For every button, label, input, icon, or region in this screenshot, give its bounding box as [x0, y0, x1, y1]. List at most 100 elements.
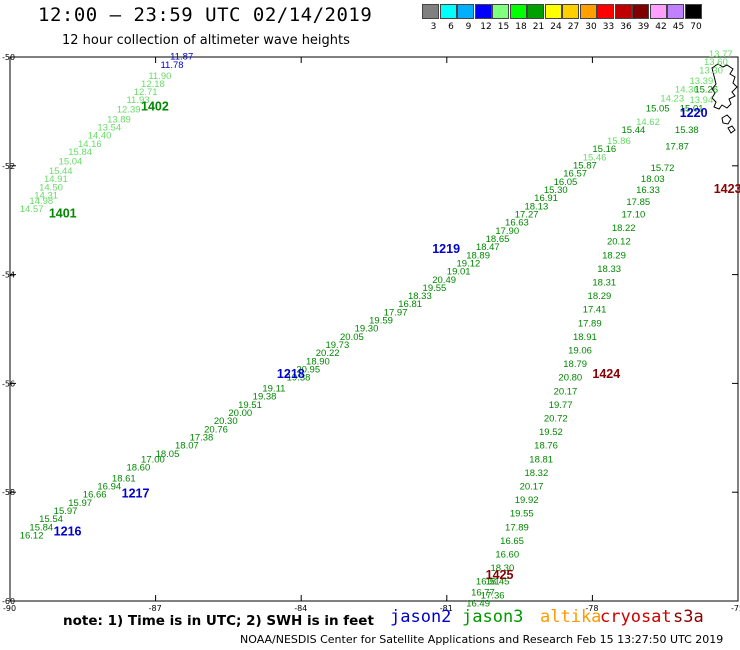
- swh-value: 19.73: [325, 340, 349, 351]
- pass-label: 1423: [714, 182, 740, 196]
- plot-frame: [9, 56, 739, 602]
- swh-value: 18.33: [597, 264, 621, 275]
- color-scale-label: 3: [430, 22, 437, 32]
- color-scale-label: 30: [585, 22, 597, 32]
- color-scale-swatch: [439, 4, 457, 19]
- x-tick-label: -87: [149, 604, 162, 613]
- x-tick-label: -81: [440, 604, 453, 613]
- swh-value: 18.03: [641, 174, 665, 185]
- swh-value: 15.04: [59, 157, 83, 168]
- swh-value: 17.89: [505, 522, 529, 533]
- swh-value: 18.45: [486, 577, 510, 588]
- swh-value: 20.76: [204, 424, 228, 435]
- swh-value: 18.61: [112, 473, 136, 484]
- swh-value: 14.36: [675, 84, 699, 95]
- color-scale-swatch: [544, 4, 562, 19]
- swh-value: 15.87: [573, 161, 597, 172]
- swh-value: 16.65: [500, 536, 524, 547]
- swh-value: 13.39: [689, 76, 713, 87]
- color-scale-swatch: [667, 4, 684, 19]
- pass-label: 1218: [277, 367, 305, 381]
- swh-value: 11.93: [126, 95, 149, 106]
- color-scale-swatch: [509, 4, 527, 19]
- swh-value: 17.89: [578, 318, 602, 329]
- color-scale-label: 12: [480, 22, 492, 32]
- color-scale-swatch: [474, 4, 492, 19]
- swh-value: 12.39: [117, 104, 141, 115]
- swh-value: 18.32: [524, 468, 548, 479]
- color-scale-label: 6: [448, 22, 454, 32]
- swh-value: 16.60: [495, 549, 519, 560]
- swh-value: 16.77: [471, 588, 495, 599]
- pass-label: 1220: [680, 106, 708, 120]
- swh-value: 20.17: [554, 386, 578, 397]
- swh-value: 17.36: [481, 590, 505, 601]
- color-scale-label: 39: [637, 22, 650, 32]
- swh-value: 19.06: [568, 345, 592, 356]
- swh-value: 11.90: [148, 71, 171, 82]
- swh-value: 15.38: [675, 125, 699, 136]
- swh-value: 18.22: [612, 223, 636, 234]
- swh-value: 18.90: [306, 356, 330, 367]
- color-scale-label: 33: [602, 22, 615, 32]
- swh-value: 17.10: [622, 209, 646, 220]
- y-tick-label: -56: [2, 379, 15, 388]
- swh-value: 18.07: [175, 441, 199, 452]
- swh-value: 19.52: [539, 427, 563, 438]
- swh-value: 14.98: [29, 196, 53, 207]
- color-scale-label: 9: [465, 22, 472, 32]
- color-scale-label: 15: [497, 22, 510, 32]
- swh-value: 16.51: [476, 577, 500, 588]
- swh-value: 16.12: [20, 530, 44, 541]
- swh-value: 18.76: [534, 441, 558, 452]
- swh-value: 14.50: [39, 182, 63, 193]
- pass-label: 1401: [49, 206, 77, 220]
- swh-value: 15.44: [622, 125, 646, 136]
- swh-value: 13.89: [107, 114, 131, 125]
- swh-value: 16.81: [398, 299, 422, 310]
- swh-value: 18.05: [156, 449, 180, 460]
- swh-value: 19.55: [510, 509, 534, 520]
- swh-value: 20.00: [228, 408, 252, 419]
- swh-value: 18.29: [602, 250, 626, 261]
- y-tick-label: -54: [2, 271, 15, 280]
- x-tick-label: -84: [294, 604, 307, 613]
- color-scale-label: 27: [567, 22, 580, 32]
- y-tick-label: -50: [2, 53, 15, 62]
- swh-value: 15.84: [29, 522, 53, 533]
- swh-value: 19.38: [287, 373, 311, 384]
- color-scale-label: 70: [690, 22, 702, 32]
- swh-value: 16.33: [636, 185, 660, 196]
- color-scale-label: 36: [620, 22, 632, 32]
- swh-value: 17.00: [141, 454, 165, 465]
- swh-value: 15.44: [49, 166, 73, 177]
- swh-value: 15.30: [544, 185, 568, 196]
- swh-value: 15.46: [583, 152, 607, 163]
- pass-label: 1216: [54, 525, 82, 539]
- swh-value: 11.78: [160, 60, 183, 71]
- color-scale-swatch: [527, 4, 544, 19]
- swh-value: 11.87: [170, 52, 193, 63]
- swh-value: 18.29: [588, 291, 612, 302]
- swh-value: 17.87: [665, 141, 689, 152]
- pass-label: 1217: [122, 487, 150, 501]
- swh-value: 19.55: [423, 283, 447, 294]
- swh-value: 19.77: [549, 400, 573, 411]
- swh-value: 16.94: [97, 481, 121, 492]
- swh-value: 15.01: [680, 103, 704, 114]
- swh-value: 20.05: [340, 332, 364, 343]
- swh-value: 16.91: [534, 193, 558, 204]
- color-scale-swatch: [579, 4, 597, 19]
- color-scale-swatch: [632, 4, 649, 19]
- swh-value: 15.84: [68, 147, 92, 158]
- swh-value: 20.49: [432, 275, 456, 286]
- y-tick-label: -52: [2, 162, 15, 171]
- color-scale-label: 18: [515, 22, 527, 32]
- swh-value: 15.72: [651, 163, 675, 174]
- swh-value: 19.38: [253, 392, 277, 403]
- swh-value: 16.49: [466, 598, 490, 609]
- swh-value: 12.18: [141, 79, 165, 90]
- swh-value: 20.72: [544, 413, 568, 424]
- swh-value: 14.23: [660, 94, 684, 105]
- y-tick-label: -58: [2, 488, 15, 497]
